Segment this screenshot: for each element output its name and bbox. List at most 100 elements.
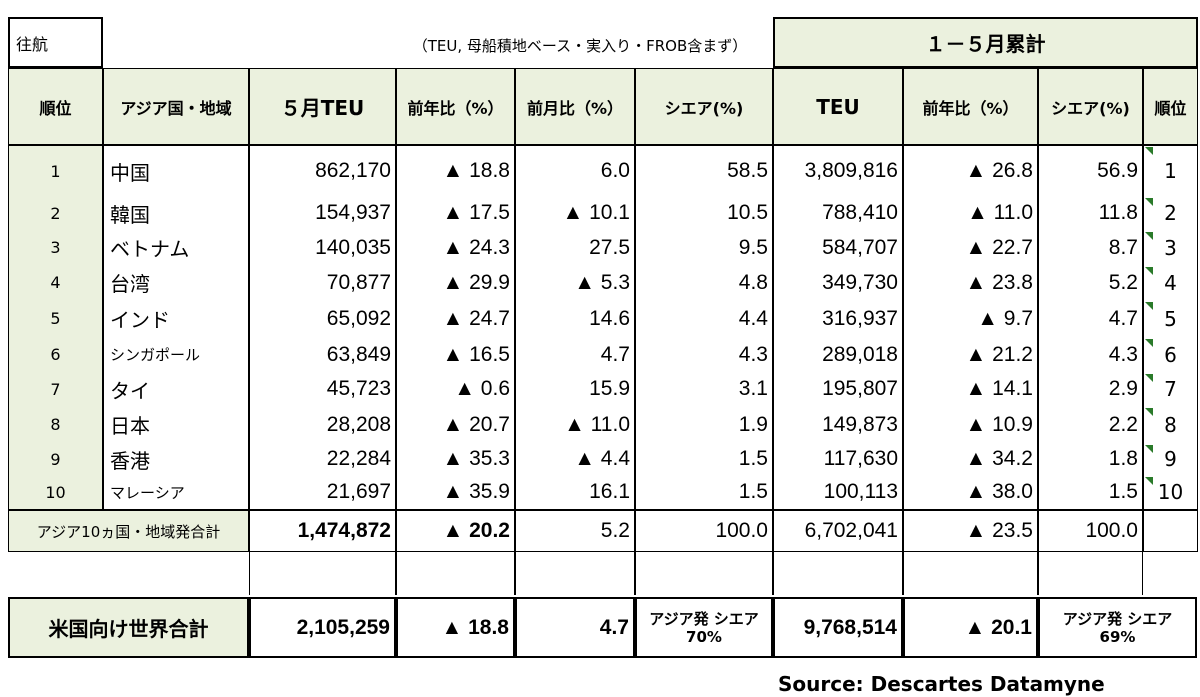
row-9-name: 香港 bbox=[103, 443, 249, 475]
row-6-cum-rank: 6 bbox=[1143, 337, 1198, 372]
row-3-cum-rank: 3 bbox=[1143, 230, 1198, 265]
world-total-cum-teu: 9,768,514 bbox=[773, 597, 903, 658]
row-2-yoy: ▲ 17.5 bbox=[396, 196, 515, 230]
row-5-cum-rank: 5 bbox=[1143, 300, 1198, 337]
row-3-name: ベトナム bbox=[103, 230, 249, 265]
world-share-label: アジア発 シエア bbox=[649, 609, 759, 628]
comment-marker bbox=[1145, 267, 1153, 275]
row-10-share: 1.5 bbox=[635, 475, 773, 510]
row-9-cum-yoy: ▲ 34.2 bbox=[903, 443, 1038, 475]
spacer-cell bbox=[635, 552, 773, 595]
row-10-mom: 16.1 bbox=[515, 475, 635, 510]
row-4-mom: ▲ 5.3 bbox=[515, 265, 635, 300]
header-cum-rank: 順位 bbox=[1143, 68, 1198, 145]
row-7-cum-yoy: ▲ 14.1 bbox=[903, 372, 1038, 406]
row-2-cum-share: 11.8 bbox=[1038, 196, 1143, 230]
comment-marker bbox=[1145, 302, 1153, 310]
asia-total-share: 100.0 bbox=[635, 510, 773, 552]
row-7-cum-rank: 7 bbox=[1143, 372, 1198, 406]
header-cum-yoy: 前年比（%） bbox=[903, 68, 1038, 145]
row-10-cum-yoy: ▲ 38.0 bbox=[903, 475, 1038, 510]
row-4-share: 4.8 bbox=[635, 265, 773, 300]
row-10-teu: 21,697 bbox=[249, 475, 396, 510]
row-10-cum-share: 1.5 bbox=[1038, 475, 1143, 510]
row-6-teu: 63,849 bbox=[249, 337, 396, 372]
row-5-share: 4.4 bbox=[635, 300, 773, 337]
row-4-cum-share: 5.2 bbox=[1038, 265, 1143, 300]
row-8-cum-rank: 8 bbox=[1143, 406, 1198, 443]
row-2-name: 韓国 bbox=[103, 196, 249, 230]
comment-marker bbox=[1145, 408, 1153, 416]
row-3-rank: 3 bbox=[8, 230, 103, 265]
row-2-teu: 154,937 bbox=[249, 196, 396, 230]
spacer-cell bbox=[396, 552, 515, 595]
row-7-teu: 45,723 bbox=[249, 372, 396, 406]
row-2-rank: 2 bbox=[8, 196, 103, 230]
row-2-cum-rank: 2 bbox=[1143, 196, 1198, 230]
row-3-cum-teu: 584,707 bbox=[773, 230, 903, 265]
header-yoy: 前年比（%） bbox=[396, 68, 515, 145]
row-9-yoy: ▲ 35.3 bbox=[396, 443, 515, 475]
row-10-cum-teu: 100,113 bbox=[773, 475, 903, 510]
world-total-share: アジア発 シエア 70% bbox=[635, 597, 773, 658]
row-4-cum-yoy: ▲ 23.8 bbox=[903, 265, 1038, 300]
row-5-yoy: ▲ 24.7 bbox=[396, 300, 515, 337]
asia-total-mom: 5.2 bbox=[515, 510, 635, 552]
row-2-share: 10.5 bbox=[635, 196, 773, 230]
row-1-yoy: ▲ 18.8 bbox=[396, 145, 515, 196]
row-5-cum-teu: 316,937 bbox=[773, 300, 903, 337]
row-6-mom: 4.7 bbox=[515, 337, 635, 372]
row-3-share: 9.5 bbox=[635, 230, 773, 265]
asia-total-label: アジア10ヵ国・地域発合計 bbox=[8, 510, 249, 552]
comment-marker bbox=[1145, 147, 1153, 155]
spacer-cell bbox=[773, 552, 903, 595]
asia-total-cum-yoy: ▲ 23.5 bbox=[903, 510, 1038, 552]
header-cum-teu: TEU bbox=[773, 68, 903, 145]
row-8-cum-teu: 149,873 bbox=[773, 406, 903, 443]
row-9-mom: ▲ 4.4 bbox=[515, 443, 635, 475]
row-1-cum-share: 56.9 bbox=[1038, 145, 1143, 196]
world-total-cum-yoy: ▲ 20.1 bbox=[903, 597, 1038, 658]
unit-note: （TEU, 母船積地ベース・実入り・FROB含まず） bbox=[412, 36, 748, 55]
world-total-cum-share: アジア発 シエア 69% bbox=[1038, 597, 1197, 658]
row-10-name: マレーシア bbox=[103, 475, 249, 510]
world-share-value: 70% bbox=[686, 627, 722, 646]
comment-marker bbox=[1145, 339, 1153, 347]
asia-total-cum-share: 100.0 bbox=[1038, 510, 1143, 552]
row-1-rank: 1 bbox=[8, 145, 103, 196]
row-10-rank: 10 bbox=[8, 475, 103, 510]
row-3-teu: 140,035 bbox=[249, 230, 396, 265]
world-total-label: 米国向け世界合計 bbox=[8, 597, 249, 658]
row-6-yoy: ▲ 16.5 bbox=[396, 337, 515, 372]
comment-marker bbox=[1145, 445, 1153, 453]
row-3-yoy: ▲ 24.3 bbox=[396, 230, 515, 265]
world-cum-share-label: アジア発 シエア bbox=[1062, 609, 1173, 628]
row-1-cum-teu: 3,809,816 bbox=[773, 145, 903, 196]
row-5-name: インド bbox=[103, 300, 249, 337]
row-9-cum-share: 1.8 bbox=[1038, 443, 1143, 475]
row-3-mom: 27.5 bbox=[515, 230, 635, 265]
row-9-rank: 9 bbox=[8, 443, 103, 475]
row-6-cum-yoy: ▲ 21.2 bbox=[903, 337, 1038, 372]
row-4-name: 台湾 bbox=[103, 265, 249, 300]
row-1-name: 中国 bbox=[103, 145, 249, 196]
row-7-rank: 7 bbox=[8, 372, 103, 406]
row-7-mom: 15.9 bbox=[515, 372, 635, 406]
row-8-cum-yoy: ▲ 10.9 bbox=[903, 406, 1038, 443]
asia-total-blank bbox=[1143, 510, 1198, 552]
row-9-cum-teu: 117,630 bbox=[773, 443, 903, 475]
row-7-cum-share: 2.9 bbox=[1038, 372, 1143, 406]
header-cum-share: シエア(%) bbox=[1038, 68, 1143, 145]
row-5-teu: 65,092 bbox=[249, 300, 396, 337]
spacer-cell bbox=[903, 552, 1038, 595]
spacer-cell bbox=[249, 552, 396, 595]
row-6-cum-teu: 289,018 bbox=[773, 337, 903, 372]
row-10-yoy: ▲ 35.9 bbox=[396, 475, 515, 510]
comment-marker bbox=[1145, 477, 1153, 485]
row-6-name: シンガポール bbox=[103, 337, 249, 372]
header-rank: 順位 bbox=[8, 68, 103, 145]
row-4-cum-teu: 349,730 bbox=[773, 265, 903, 300]
row-4-teu: 70,877 bbox=[249, 265, 396, 300]
row-8-rank: 8 bbox=[8, 406, 103, 443]
row-2-cum-teu: 788,410 bbox=[773, 196, 903, 230]
